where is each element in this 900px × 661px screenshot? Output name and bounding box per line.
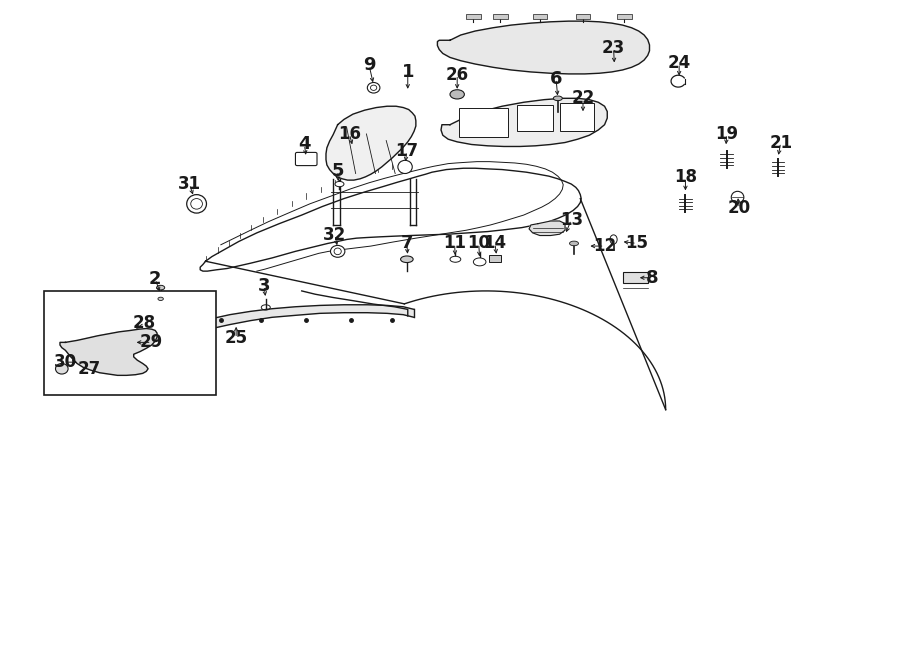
Polygon shape	[60, 329, 158, 375]
Ellipse shape	[400, 256, 413, 262]
Text: 20: 20	[728, 200, 751, 217]
Polygon shape	[441, 98, 608, 147]
Text: 18: 18	[674, 169, 697, 186]
Bar	[623, 272, 648, 283]
Text: 10: 10	[467, 235, 491, 253]
Text: 17: 17	[395, 142, 419, 160]
Polygon shape	[529, 221, 565, 235]
Polygon shape	[437, 21, 650, 74]
Text: 9: 9	[363, 56, 375, 74]
Text: 28: 28	[133, 313, 156, 332]
Text: 30: 30	[54, 353, 77, 371]
Ellipse shape	[732, 191, 743, 203]
Text: 24: 24	[668, 54, 691, 72]
Text: 6: 6	[550, 69, 562, 87]
Text: 3: 3	[257, 277, 270, 295]
Ellipse shape	[367, 83, 380, 93]
FancyBboxPatch shape	[295, 153, 317, 166]
Ellipse shape	[56, 364, 68, 374]
Text: 21: 21	[770, 134, 792, 151]
Bar	[617, 14, 632, 19]
Text: 22: 22	[572, 89, 595, 107]
Text: 1: 1	[401, 63, 414, 81]
Text: 8: 8	[646, 269, 659, 287]
Polygon shape	[326, 106, 416, 180]
Bar	[533, 14, 547, 19]
Text: 2: 2	[149, 270, 161, 288]
Text: 5: 5	[331, 162, 344, 180]
Ellipse shape	[554, 96, 562, 100]
Ellipse shape	[330, 245, 345, 257]
Text: 12: 12	[593, 237, 616, 255]
Ellipse shape	[610, 235, 617, 244]
Text: 25: 25	[225, 329, 248, 348]
Bar	[560, 103, 594, 131]
Text: 16: 16	[338, 125, 361, 143]
Ellipse shape	[450, 256, 461, 262]
Text: 32: 32	[323, 226, 346, 244]
Text: 31: 31	[178, 175, 201, 193]
Bar	[493, 14, 508, 19]
Bar	[576, 14, 590, 19]
Text: 7: 7	[400, 235, 413, 253]
Text: 11: 11	[443, 235, 466, 253]
Ellipse shape	[157, 286, 165, 290]
Ellipse shape	[335, 181, 344, 186]
Text: 4: 4	[298, 136, 310, 153]
Ellipse shape	[158, 297, 163, 301]
Ellipse shape	[186, 194, 206, 213]
Ellipse shape	[473, 258, 486, 266]
Text: 27: 27	[77, 360, 101, 377]
Text: 29: 29	[140, 333, 163, 352]
Text: 26: 26	[446, 65, 469, 83]
Ellipse shape	[398, 161, 412, 174]
Text: 15: 15	[626, 235, 648, 253]
Polygon shape	[198, 305, 414, 332]
Bar	[489, 255, 501, 262]
Text: 19: 19	[716, 125, 738, 143]
Bar	[459, 108, 508, 137]
Ellipse shape	[570, 241, 579, 246]
Text: 14: 14	[483, 235, 507, 253]
Text: 23: 23	[602, 39, 626, 58]
Bar	[466, 14, 481, 19]
Bar	[44, 291, 216, 395]
Ellipse shape	[450, 90, 464, 99]
Text: 13: 13	[560, 211, 583, 229]
Bar	[518, 105, 554, 132]
